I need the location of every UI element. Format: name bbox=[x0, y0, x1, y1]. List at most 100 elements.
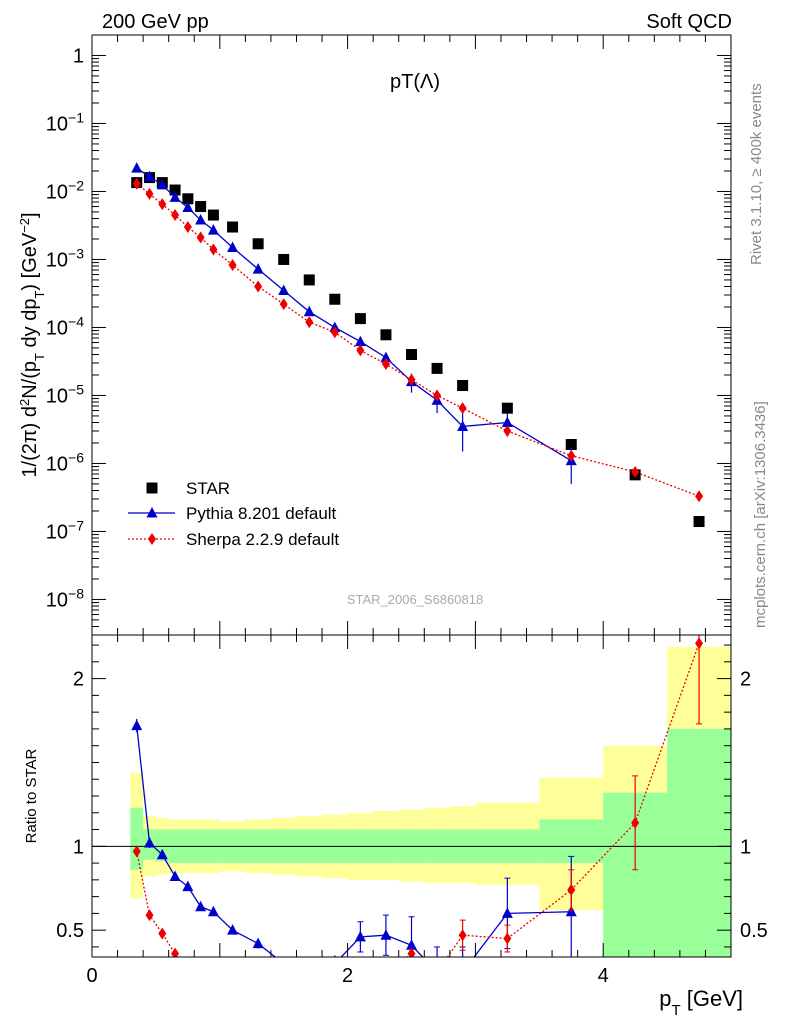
data-point bbox=[354, 335, 366, 347]
data-point bbox=[631, 465, 640, 478]
ratio-point bbox=[695, 637, 704, 650]
ratio-y-tick-label-right: 0.5 bbox=[740, 920, 768, 942]
data-point bbox=[169, 184, 181, 196]
ratio-point bbox=[329, 958, 340, 969]
ratio-point bbox=[278, 958, 289, 969]
ratio-y-tick-label-right: 1 bbox=[740, 836, 751, 858]
data-point bbox=[329, 293, 341, 305]
ratio-y-tick-label: 2 bbox=[73, 669, 84, 691]
ratio-bands bbox=[92, 646, 731, 957]
band-stat bbox=[130, 807, 144, 870]
data-point bbox=[158, 198, 167, 211]
ratio-point bbox=[407, 947, 416, 957]
legend-marker bbox=[146, 482, 158, 494]
data-point bbox=[565, 438, 577, 450]
legend-label: Sherpa 2.2.9 default bbox=[186, 530, 339, 549]
ratio-point bbox=[433, 966, 441, 978]
data-point bbox=[695, 490, 704, 503]
main-data-layer bbox=[131, 162, 705, 528]
ratio-panel: 0.5 0.5 1 1 2 2 0 2 4 Ratio to STAR pT [GeV] bbox=[23, 634, 768, 1019]
data-point bbox=[303, 305, 315, 317]
series-line bbox=[136, 183, 700, 497]
data-point bbox=[196, 231, 205, 244]
legend-label: Pythia 8.201 default bbox=[186, 504, 337, 523]
data-point bbox=[195, 201, 207, 213]
data-point bbox=[457, 380, 469, 392]
ratio-point bbox=[458, 929, 467, 942]
data-point bbox=[145, 187, 154, 200]
data-point bbox=[207, 209, 219, 221]
band-stat bbox=[539, 819, 604, 864]
ratio-point bbox=[565, 905, 577, 917]
data-point bbox=[501, 416, 513, 428]
data-point bbox=[503, 425, 512, 438]
ratio-point bbox=[354, 930, 366, 942]
data-point bbox=[171, 209, 180, 222]
data-point bbox=[693, 516, 705, 528]
analysis-watermark: STAR_2006_S6860818 bbox=[347, 592, 483, 607]
data-point bbox=[252, 238, 264, 250]
y-tick-label: 10−4 bbox=[46, 313, 84, 339]
data-point bbox=[144, 170, 156, 182]
y-tick-label: 10−5 bbox=[46, 381, 84, 407]
data-point bbox=[330, 326, 339, 339]
plot-title: pT(Λ) bbox=[390, 71, 440, 93]
data-point bbox=[183, 221, 192, 234]
data-point bbox=[182, 193, 194, 205]
data-point bbox=[195, 214, 207, 225]
data-point bbox=[228, 258, 237, 271]
ratio-point bbox=[195, 900, 207, 912]
series-sherpa bbox=[132, 177, 704, 503]
y-tick-label: 10−6 bbox=[46, 449, 84, 475]
data-point bbox=[458, 402, 467, 415]
y-tick-label: 10−7 bbox=[46, 517, 84, 543]
x-tick-label: 0 bbox=[86, 965, 97, 987]
ratio-point bbox=[145, 909, 154, 922]
ratio-point bbox=[380, 929, 392, 940]
ratio-point bbox=[197, 961, 205, 973]
data-point bbox=[433, 389, 442, 402]
data-point bbox=[131, 162, 143, 173]
ratio-point bbox=[169, 870, 181, 881]
ratio-point bbox=[406, 939, 417, 950]
data-point bbox=[209, 243, 218, 256]
data-point bbox=[354, 313, 366, 325]
header-left-label: 200 GeV pp bbox=[102, 11, 209, 33]
data-point bbox=[457, 420, 469, 431]
legend-marker bbox=[148, 533, 156, 545]
data-point bbox=[303, 274, 315, 286]
ratio-point bbox=[382, 966, 390, 978]
main-axis-ticks: 1 10−1 10−2 10−3 10−4 10−5 10−6 10−7 10−8 bbox=[46, 34, 732, 636]
ratio-y-tick-label: 1 bbox=[73, 836, 84, 858]
data-point bbox=[227, 241, 239, 252]
band-stat bbox=[667, 728, 731, 957]
y-tick-label: 10−3 bbox=[46, 245, 84, 271]
data-point bbox=[278, 253, 290, 265]
rivet-version-label: Rivet 3.1.10, ≥ 400k events bbox=[748, 83, 765, 265]
ratio-point bbox=[131, 719, 143, 731]
ratio-point bbox=[503, 932, 512, 945]
band-stat bbox=[155, 829, 169, 862]
ratio-point bbox=[280, 966, 288, 978]
y-tick-label: 10−2 bbox=[46, 177, 84, 203]
data-point bbox=[254, 280, 263, 293]
ratio-point bbox=[184, 958, 192, 970]
data-point bbox=[380, 351, 392, 363]
main-y-axis-label: 1/(2π) d2N/(pT dy dpT) [GeV−2] bbox=[17, 212, 47, 477]
main-panel: 110−110−210−310−410−510−610−710−8 pT(Λ) … bbox=[17, 34, 732, 636]
ratio-point bbox=[305, 966, 313, 978]
ratio-y-tick-label-right: 2 bbox=[740, 669, 751, 691]
data-point bbox=[252, 263, 264, 274]
ratio-y-axis-label: Ratio to STAR bbox=[23, 748, 40, 843]
ratio-point bbox=[132, 845, 141, 858]
data-point bbox=[169, 191, 181, 202]
data-point bbox=[407, 373, 416, 386]
svg-text:1/(2π) d2N/(pT dy dpT) [GeV−2]: 1/(2π) d2N/(pT dy dpT) [GeV−2] bbox=[17, 212, 47, 477]
ratio-point bbox=[356, 966, 364, 978]
data-point bbox=[431, 362, 443, 374]
data-point bbox=[227, 221, 239, 233]
legend-label: STAR bbox=[186, 479, 230, 498]
ratio-point bbox=[158, 927, 167, 940]
series-star bbox=[131, 172, 705, 528]
